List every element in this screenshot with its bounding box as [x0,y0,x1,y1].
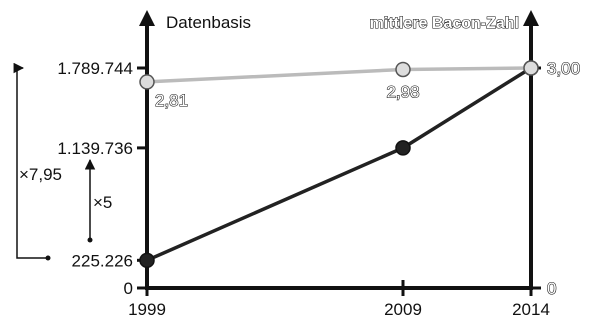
series-point-left [139,252,155,269]
factor-annotation-small: ×5 [93,193,112,212]
series-point-right [139,74,155,90]
factor-annotation-large: ×7,95 [19,165,62,184]
left-axis-tick-label: 0 [124,279,133,298]
axes [139,10,539,290]
x-axis-tick-label: 2009 [384,300,422,319]
left-y-axis-arrow [139,10,155,26]
factor-annotations: ×7,95 ×5 [13,62,112,261]
series-line-left [146,66,532,262]
series-data-label: 2,98 [386,82,419,101]
x-axis-ticks: 1999 2009 2014 [128,280,550,319]
series-point-left [395,140,411,156]
factor-bracket-large [13,62,48,259]
left-axis-tick-label: 225.226 [72,251,133,270]
series-layer: 2,81 2,98 [139,60,539,269]
series-point-right [395,61,411,78]
right-y-axis-arrow [523,10,539,26]
x-axis-tick-label: 2014 [512,300,550,319]
left-axis-ticks: 0 225.226 1.139.736 1.789.744 [57,59,147,298]
right-axis-title: mittlere Bacon-Zahl [370,15,519,32]
left-axis-title: Datenbasis [166,13,251,32]
left-axis-tick-label: 1.789.744 [57,59,133,78]
series-line-right [146,66,532,84]
factor-arrow-small-start [87,237,93,243]
left-axis-tick-label: 1.139.736 [57,139,133,158]
series-point-right [523,60,539,76]
right-axis-ticks: 03,00 [531,58,581,299]
series-data-label: 2,81 [155,91,188,110]
factor-bracket-large-start [45,255,51,261]
x-axis-tick-label: 1999 [128,300,166,319]
right-axis-tick-label: 3,00 [547,59,580,78]
right-axis-tick-label: 0 [547,279,556,298]
